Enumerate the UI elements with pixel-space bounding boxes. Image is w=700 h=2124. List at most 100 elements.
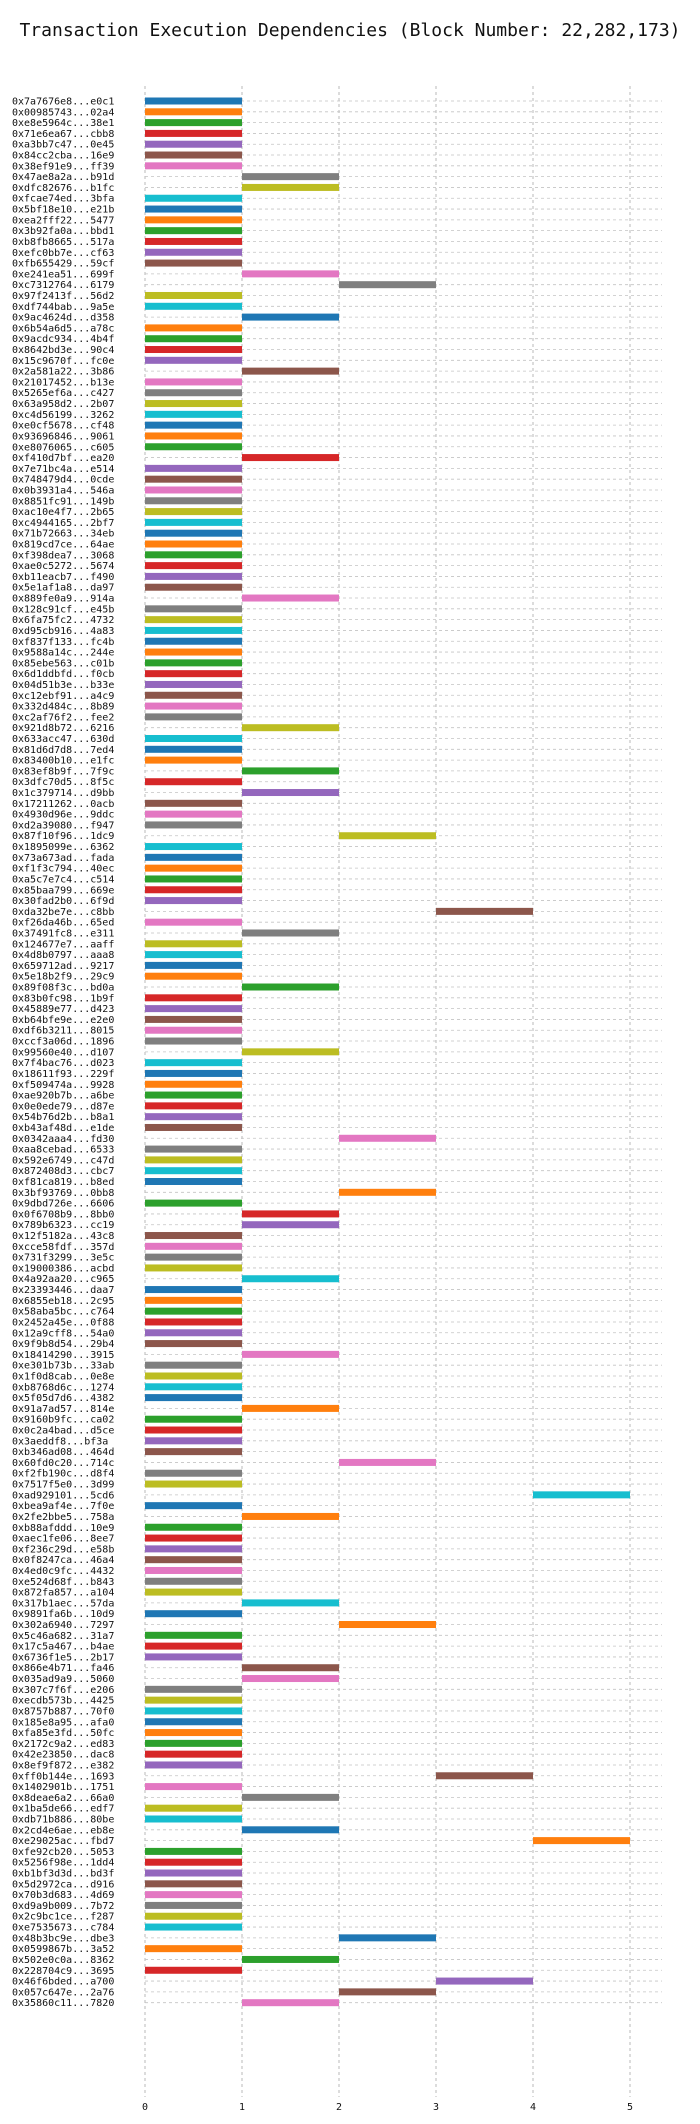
- transaction-label: 0x502e0c0a...8362: [12, 1955, 114, 1966]
- transaction-label: 0x8851fc91...149b: [12, 496, 114, 507]
- transaction-bar: [145, 1080, 242, 1088]
- transaction-label: 0xc7312764...6179: [12, 280, 114, 291]
- transaction-label: 0x5265ef6a...c427: [12, 388, 114, 399]
- transaction-label: 0x5e1af1a8...da97: [12, 583, 114, 594]
- transaction-bar: [145, 1242, 242, 1250]
- transaction-label: 0x17c5a467...b4ae: [12, 1642, 114, 1653]
- transaction-label: 0x0342aaa4...fd30: [12, 1134, 114, 1145]
- transaction-label: 0x63a958d2...2b07: [12, 399, 114, 410]
- transaction-label: 0x1f0d8cab...0e8e: [12, 1371, 114, 1382]
- x-tick-label: 5: [627, 2102, 633, 2113]
- transaction-label: 0xb88afddd...10e9: [12, 1523, 114, 1534]
- transaction-bar: [242, 594, 339, 602]
- transaction-bar: [145, 216, 242, 224]
- transaction-bar: [145, 1091, 242, 1099]
- transaction-bar: [145, 1718, 242, 1726]
- transaction-bar: [339, 832, 436, 840]
- x-tick-label: 4: [530, 2102, 536, 2113]
- transaction-bar: [145, 1631, 242, 1639]
- transaction-bar: [145, 1858, 242, 1866]
- transaction-label: 0xfcae74ed...3bfa: [12, 194, 114, 205]
- transaction-label: 0x9acdc934...4b4f: [12, 334, 114, 345]
- transaction-bar: [145, 389, 242, 397]
- transaction-label: 0x2a581a22...3b86: [12, 367, 114, 378]
- transaction-label: 0x0b3931a4...546a: [12, 485, 114, 496]
- transaction-label: 0xe8e5964c...38e1: [12, 118, 114, 129]
- transaction-label: 0xb64bfe9e...e2e0: [12, 1015, 114, 1026]
- transaction-bar: [145, 1685, 242, 1693]
- transaction-bar: [145, 572, 242, 580]
- transaction-label: 0x8deae6a2...66a0: [12, 1793, 114, 1804]
- transaction-label: 0x60fd0c20...714c: [12, 1458, 114, 1469]
- transaction-bar: [145, 1015, 242, 1023]
- transaction-bar: [145, 659, 242, 667]
- transaction-label: 0x5e18b2f9...29c9: [12, 972, 114, 983]
- transaction-bar: [242, 1955, 339, 1963]
- transaction-label: 0xe29025ac...fbd7: [12, 1836, 114, 1847]
- transaction-bar: [242, 1664, 339, 1672]
- transaction-label: 0xb8fb8665...517a: [12, 237, 114, 248]
- transaction-label: 0x9f9b8d54...29b4: [12, 1339, 114, 1350]
- transaction-label: 0xbea9af4e...7f0e: [12, 1501, 114, 1512]
- transaction-bar: [145, 734, 242, 742]
- transaction-bar: [145, 335, 242, 343]
- x-tick-label: 2: [336, 2102, 342, 2113]
- transaction-label: 0x789b6323...cc19: [12, 1220, 114, 1231]
- transaction-bar: [145, 378, 242, 386]
- transaction-label: 0xb346ad08...464d: [12, 1447, 114, 1458]
- transaction-label: 0xf837f133...fc4b: [12, 637, 114, 648]
- transaction-label: 0x6736f1e5...2b17: [12, 1652, 114, 1663]
- transaction-label: 0x2172c9a2...ed83: [12, 1739, 114, 1750]
- transaction-bar: [242, 767, 339, 775]
- transaction-bar: [339, 1988, 436, 1996]
- transaction-bar: [145, 302, 242, 310]
- transaction-label: 0x93696846...9061: [12, 431, 114, 442]
- transaction-bar: [145, 961, 242, 969]
- transaction-label: 0x302a6940...7297: [12, 1620, 114, 1631]
- transaction-bar: [145, 864, 242, 872]
- transaction-bar: [145, 205, 242, 213]
- transaction-label: 0xad929101...5cd6: [12, 1490, 114, 1501]
- transaction-bar: [145, 1577, 242, 1585]
- transaction-label: 0xf1f3c794...40ec: [12, 864, 114, 875]
- transaction-bar: [145, 443, 242, 451]
- transaction-bar: [242, 1350, 339, 1358]
- transaction-bar: [145, 356, 242, 364]
- x-tick-label: 3: [433, 2102, 439, 2113]
- transaction-bar: [145, 129, 242, 137]
- transaction-label: 0x4ed0c9fc...4432: [12, 1566, 114, 1577]
- transaction-label: 0xb1bf3d3d...bd3f: [12, 1869, 114, 1880]
- transaction-label: 0xac10e4f7...2b65: [12, 507, 114, 518]
- transaction-label: 0x128c91cf...e45b: [12, 604, 114, 615]
- transaction-label: 0x872fa857...a104: [12, 1588, 114, 1599]
- transaction-label: 0x2cd4e6ae...eb8e: [12, 1825, 114, 1836]
- transaction-bar: [145, 291, 242, 299]
- transaction-bar: [145, 1037, 242, 1045]
- transaction-label: 0x317b1aec...57da: [12, 1598, 114, 1609]
- transaction-bar: [145, 1588, 242, 1596]
- transaction-bar: [339, 1621, 436, 1629]
- transaction-bar: [145, 464, 242, 472]
- transaction-bar: [145, 1534, 242, 1542]
- transaction-label: 0x889fe0a9...914a: [12, 594, 114, 605]
- transaction-bar: [145, 637, 242, 645]
- transaction-bar: [145, 540, 242, 548]
- transaction-label: 0xae920b7b...a6be: [12, 1091, 114, 1102]
- transaction-label: 0x37491fc8...e311: [12, 928, 114, 939]
- transaction-label: 0x54b76d2b...b8a1: [12, 1112, 114, 1123]
- transaction-label: 0x228704c9...3695: [12, 1966, 114, 1977]
- transaction-bar: [145, 508, 242, 516]
- transaction-label: 0x1c379714...d9bb: [12, 788, 114, 799]
- transaction-bar: [145, 745, 242, 753]
- transaction-bar: [242, 1048, 339, 1056]
- transaction-bar: [145, 108, 242, 116]
- transaction-label: 0x9ac4624d...d358: [12, 313, 114, 324]
- transaction-bar: [242, 1512, 339, 1520]
- transaction-bar: [145, 162, 242, 170]
- transaction-bar: [145, 346, 242, 354]
- transaction-bar: [145, 1891, 242, 1899]
- transaction-label: 0x83400b10...e1fc: [12, 756, 114, 767]
- transaction-bar: [145, 1610, 242, 1618]
- transaction-bar: [339, 1934, 436, 1942]
- transaction-bar: [145, 1005, 242, 1013]
